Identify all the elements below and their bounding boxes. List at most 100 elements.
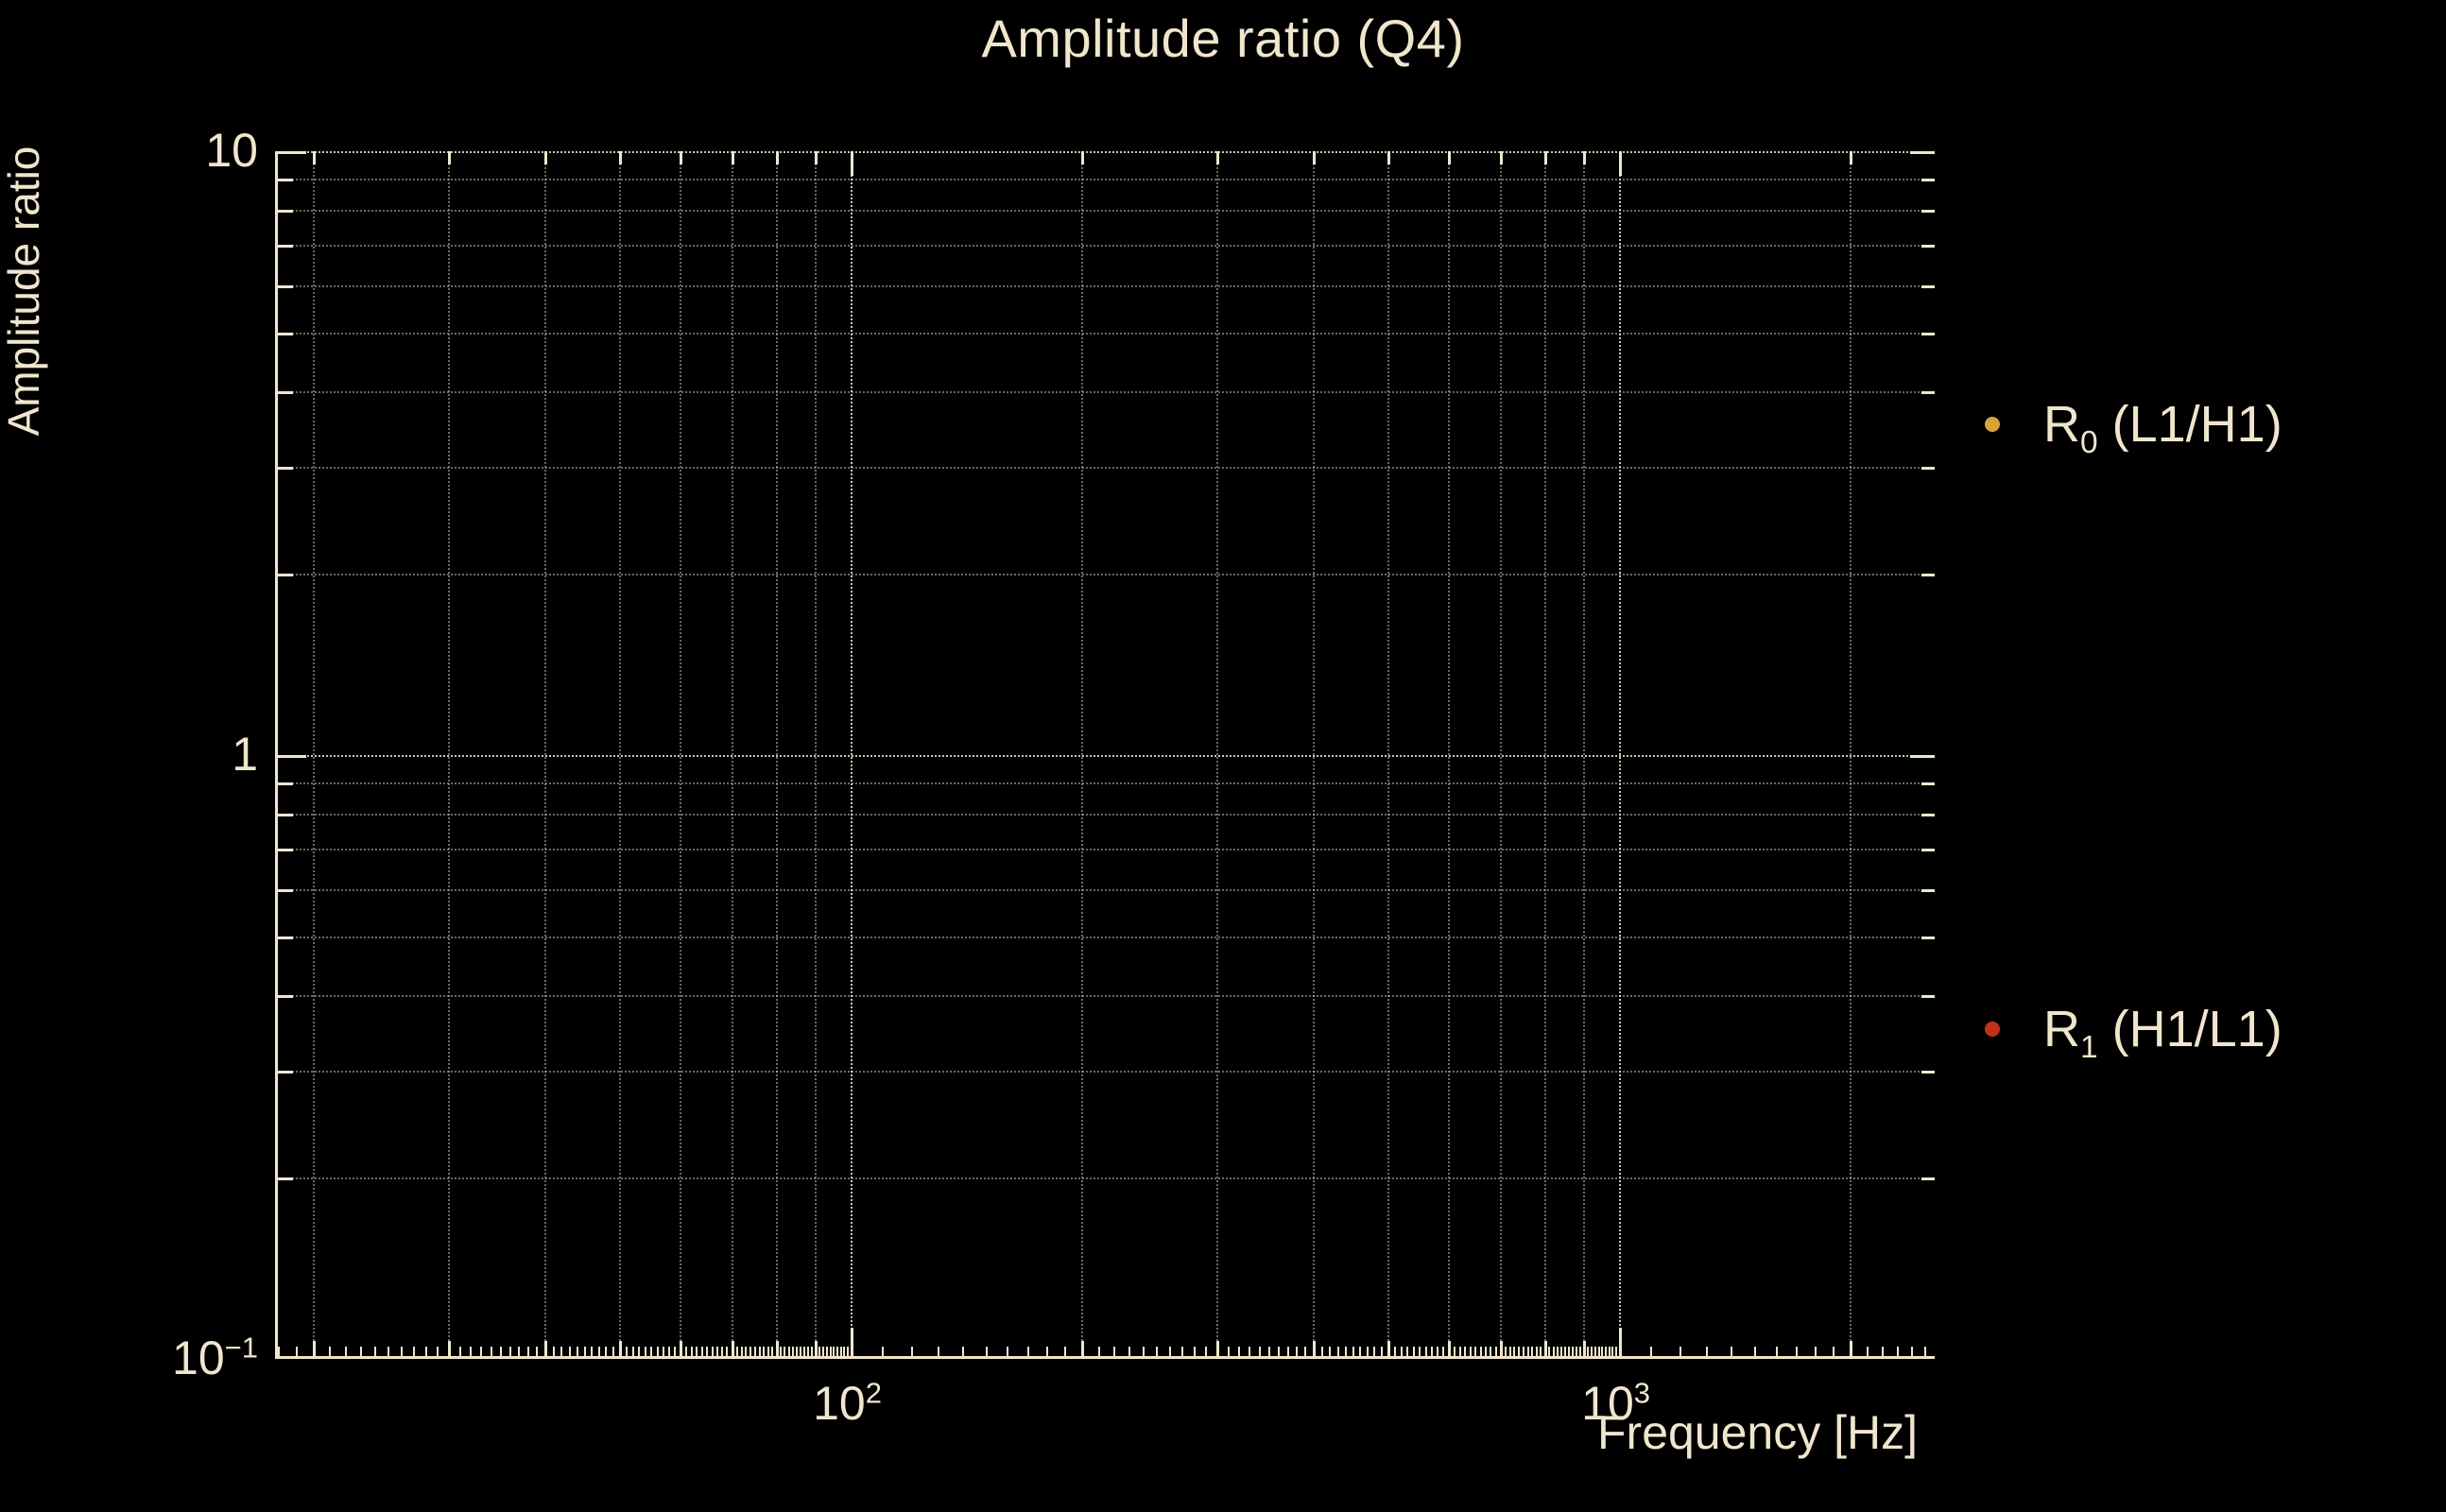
y-tick bbox=[278, 284, 293, 288]
x-tick-sub bbox=[938, 1347, 940, 1356]
gridline-y-minor bbox=[278, 1177, 1935, 1179]
y-tick bbox=[278, 209, 293, 213]
x-tick-sub bbox=[1850, 1347, 1852, 1356]
x-tick bbox=[543, 1341, 547, 1356]
x-tick-sub bbox=[829, 1347, 832, 1356]
x-tick bbox=[1499, 1341, 1503, 1356]
y-tick-right bbox=[1921, 813, 1935, 816]
x-tick-sub bbox=[735, 1347, 738, 1356]
x-tick-sub bbox=[400, 1347, 403, 1356]
x-tick-sub bbox=[1518, 1347, 1521, 1356]
gridline-y-minor bbox=[278, 888, 1935, 891]
x-tick-sub bbox=[1168, 1347, 1171, 1356]
x-tick-sub bbox=[796, 1347, 799, 1356]
x-tick-sub bbox=[1442, 1347, 1445, 1356]
x-tick-sub bbox=[726, 1347, 729, 1356]
x-tick-sub bbox=[680, 1347, 682, 1356]
x-tick-sub bbox=[1499, 1347, 1502, 1356]
y-tick bbox=[278, 391, 293, 395]
y-tick-right bbox=[1921, 573, 1935, 576]
x-tick-sub bbox=[836, 1347, 839, 1356]
x-tick-sub bbox=[1007, 1347, 1009, 1356]
x-tick-sub bbox=[1775, 1347, 1778, 1356]
y-tick-label: 10−1 bbox=[172, 1331, 258, 1384]
x-tick-sub bbox=[359, 1347, 362, 1356]
x-tick-sub bbox=[1593, 1347, 1596, 1356]
gridline-x-minor bbox=[1387, 151, 1389, 1356]
plot-frame bbox=[275, 151, 1935, 1359]
x-tick-sub bbox=[1205, 1347, 1208, 1356]
x-tick-sub bbox=[597, 1347, 600, 1356]
y-tick-right bbox=[1921, 179, 1935, 182]
x-tick-sub bbox=[605, 1347, 608, 1356]
x-tick-sub bbox=[1366, 1347, 1369, 1356]
y-tick bbox=[278, 1177, 293, 1180]
x-tick-sub bbox=[1295, 1347, 1298, 1356]
x-tick-sub bbox=[1795, 1347, 1798, 1356]
x-tick-sub bbox=[518, 1347, 521, 1356]
x-tick-sub bbox=[1556, 1347, 1559, 1356]
x-tick bbox=[448, 1341, 452, 1356]
gridline-x-minor bbox=[1313, 151, 1316, 1356]
x-tick-sub bbox=[568, 1347, 571, 1356]
x-tick-sub bbox=[740, 1347, 743, 1356]
y-tick-right bbox=[1921, 1177, 1935, 1180]
y-tick-right bbox=[1921, 209, 1935, 213]
x-tick-sub bbox=[1611, 1347, 1614, 1356]
gridline-x-minor bbox=[1543, 151, 1546, 1356]
x-tick-sub bbox=[618, 1347, 621, 1356]
x-tick-top bbox=[618, 151, 622, 164]
x-tick-sub bbox=[583, 1347, 586, 1356]
x-tick-sub bbox=[1679, 1347, 1681, 1356]
x-tick-sub bbox=[882, 1347, 885, 1356]
gridline-x-major bbox=[850, 151, 853, 1356]
x-tick-sub bbox=[1329, 1347, 1332, 1356]
x-tick-sub bbox=[591, 1347, 594, 1356]
x-tick-sub bbox=[1548, 1347, 1551, 1356]
legend-entry[interactable]: R0 (L1/H1) bbox=[1985, 397, 2282, 458]
gridline-x-minor bbox=[618, 151, 621, 1356]
x-tick-sub bbox=[700, 1347, 703, 1356]
x-tick-sub bbox=[1249, 1347, 1251, 1356]
x-tick-sub bbox=[721, 1347, 724, 1356]
x-tick-sub bbox=[1833, 1347, 1835, 1356]
x-tick-sub bbox=[576, 1347, 578, 1356]
x-tick-sub bbox=[1583, 1347, 1586, 1356]
x-tick bbox=[815, 1341, 818, 1356]
x-tick-sub bbox=[787, 1347, 790, 1356]
y-tick-right bbox=[1921, 284, 1935, 288]
x-tick-sub bbox=[1413, 1347, 1415, 1356]
x-tick-sub bbox=[1336, 1347, 1339, 1356]
gridline-y-minor bbox=[278, 179, 1935, 181]
x-tick-top bbox=[1216, 151, 1220, 164]
x-tick-sub bbox=[706, 1347, 709, 1356]
x-tick-sub bbox=[1238, 1347, 1241, 1356]
legend-entry[interactable]: R1 (H1/L1) bbox=[1985, 1002, 2282, 1063]
x-tick-sub bbox=[771, 1347, 774, 1356]
y-tick-right bbox=[1921, 782, 1935, 786]
x-tick-sub bbox=[711, 1347, 714, 1356]
gridline-x-minor bbox=[448, 151, 451, 1356]
x-tick-sub bbox=[1228, 1347, 1231, 1356]
x-tick-sub bbox=[1097, 1347, 1100, 1356]
x-axis-title: Frequency [Hz] bbox=[1597, 1406, 1919, 1459]
x-tick-sub bbox=[296, 1347, 299, 1356]
x-tick-sub bbox=[825, 1347, 828, 1356]
x-tick-sub bbox=[1026, 1347, 1029, 1356]
x-tick-sub bbox=[910, 1347, 913, 1356]
x-tick-sub bbox=[1400, 1347, 1403, 1356]
gridline-y-minor bbox=[278, 782, 1935, 785]
x-tick-sub bbox=[1454, 1347, 1456, 1356]
x-tick-sub bbox=[833, 1347, 835, 1356]
x-tick-sub bbox=[800, 1347, 802, 1356]
x-tick-sub bbox=[437, 1347, 439, 1356]
x-tick-sub bbox=[1560, 1347, 1563, 1356]
x-tick-sub bbox=[749, 1347, 752, 1356]
x-tick-sub bbox=[822, 1347, 825, 1356]
x-tick-sub bbox=[1156, 1347, 1159, 1356]
gridline-y-minor bbox=[278, 467, 1935, 470]
x-tick-sub bbox=[1540, 1347, 1542, 1356]
x-tick-sub bbox=[1320, 1347, 1323, 1356]
x-tick-sub bbox=[1216, 1347, 1219, 1356]
x-tick-sub bbox=[1128, 1347, 1130, 1356]
